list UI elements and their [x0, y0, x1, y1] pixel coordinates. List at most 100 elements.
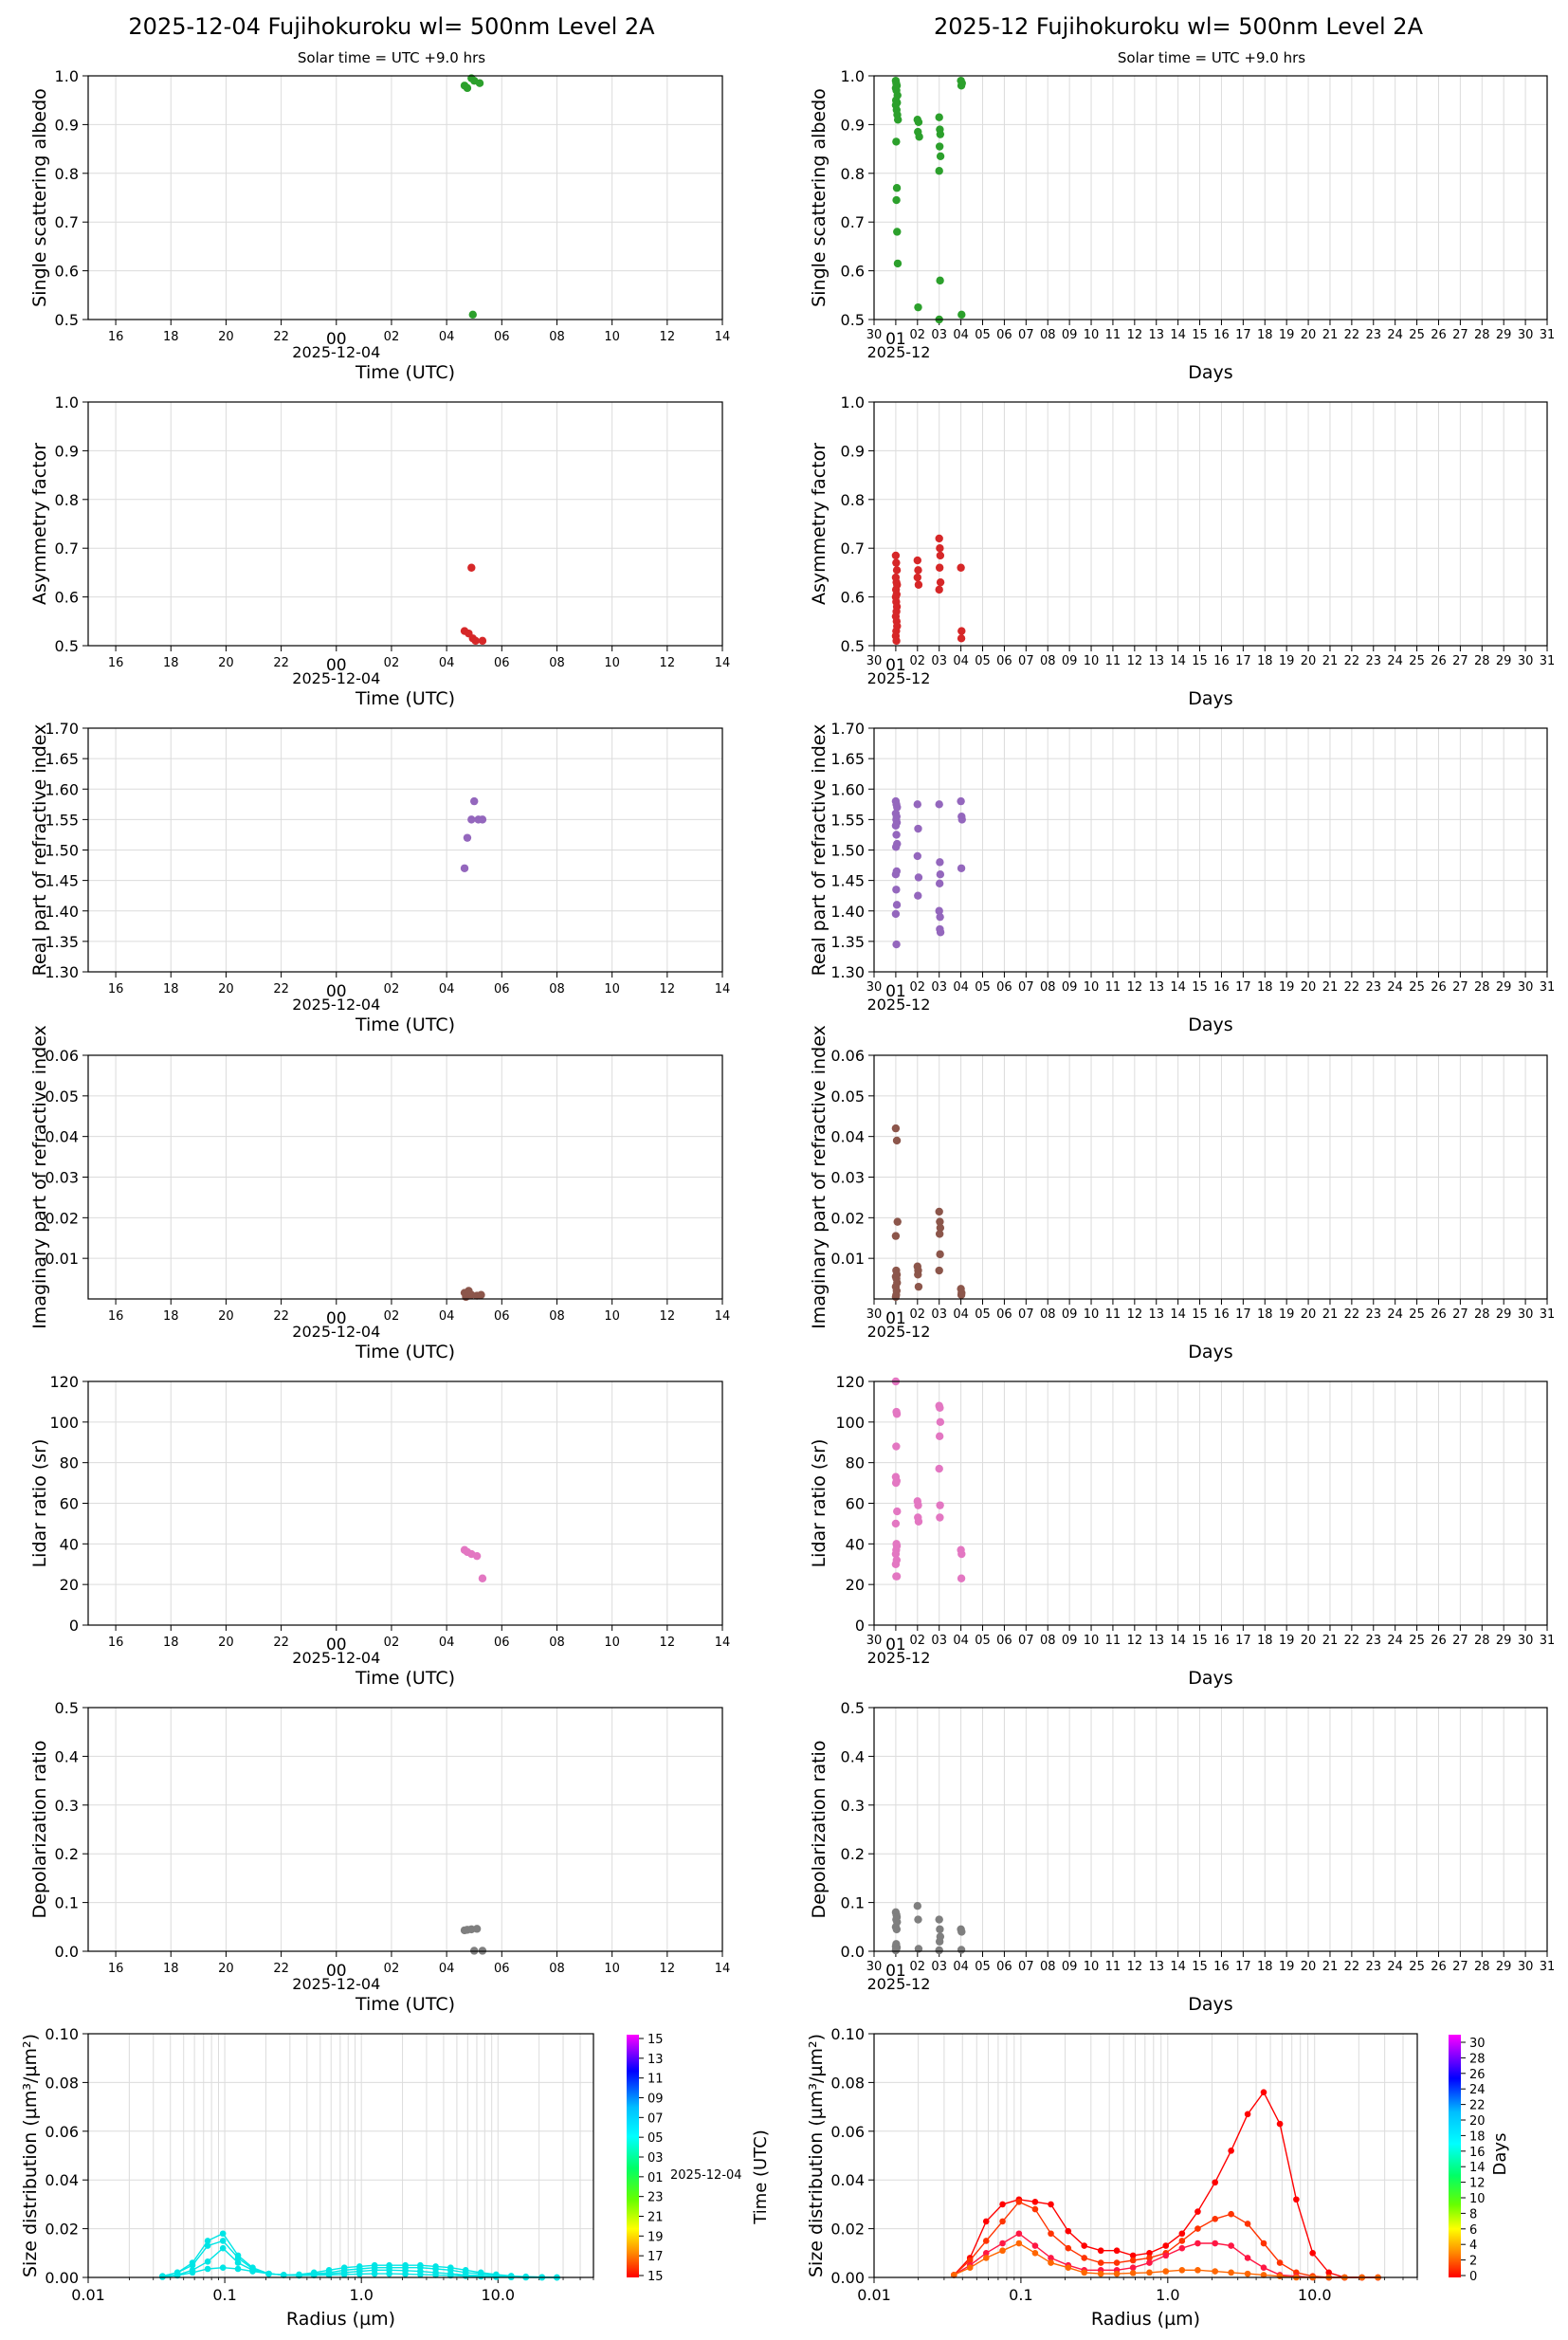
left-depol-ylabel: Depolarization ratio	[29, 1741, 50, 1919]
right-depol-point	[891, 1946, 901, 1955]
right-iri-xtick-label: 19	[1279, 1307, 1295, 1322]
right-size-series-point	[1146, 2250, 1153, 2257]
right-asy-point	[914, 566, 922, 575]
left-iri-xtick-label: 02	[384, 1309, 400, 1324]
right-iri-ytick-label: 0.04	[830, 1128, 865, 1146]
right-asy-point	[936, 551, 945, 560]
right-rri-point	[936, 912, 944, 922]
right-size-frame	[873, 2033, 1418, 2278]
right-depol-point	[957, 1928, 966, 1936]
left-asy-xtick-label: 22	[273, 656, 289, 670]
left-lidar-xtick-label: 18	[163, 1636, 179, 1650]
right-lidar-point	[891, 1519, 901, 1528]
right-asy-frame	[873, 401, 1548, 647]
right-rri-point	[957, 864, 966, 872]
left-size-xtick-label: 0.1	[212, 2286, 236, 2304]
left-ssa-date-label: 2025-12-04	[292, 343, 380, 361]
left-rri-ytick-label: 1.70	[45, 720, 79, 738]
left-asy-ytick-label: 0.5	[55, 637, 79, 655]
right-iri-xtick-label: 07	[1018, 1307, 1034, 1322]
right-ssa-xtick-label: 17	[1235, 328, 1251, 342]
right-rri-xtick-label: 11	[1105, 980, 1121, 995]
right-colorbar-label: Days	[1490, 2133, 1510, 2176]
right-size-xtick-label: 0.01	[857, 2286, 891, 2304]
right-size-series-point	[1065, 2227, 1072, 2235]
right-rri-xtick-label: 29	[1496, 980, 1512, 995]
left-lidar-xtick-label: 22	[273, 1636, 289, 1650]
right-ssa-xtick-label: 25	[1409, 328, 1425, 342]
left-size-series-point	[219, 2230, 227, 2238]
right-lidar-ytick-label: 20	[846, 1576, 865, 1594]
right-asy-xtick-label: 05	[975, 654, 991, 668]
right-asy-point	[892, 636, 901, 646]
left-rri-ytick-label: 1.65	[45, 750, 79, 768]
left-size-group: 0.01 0.1 1.0 10.0 0.00 0.02 0.04 0.06 0.08 0.10 Ra…	[20, 2025, 594, 2330]
right-size-series-point	[1228, 2210, 1234, 2218]
right-asy-xtick-label: 30	[866, 654, 883, 668]
left-colorbar-tick-label: 07	[647, 2111, 664, 2126]
right-lidar-xtick-label: 20	[1301, 1634, 1317, 1648]
right-depol-xtick-label: 01	[885, 1962, 906, 1981]
right-lidar-ytick-label: 60	[846, 1495, 865, 1513]
right-iri-xtick-label: 08	[1040, 1307, 1056, 1322]
left-colorbar-tick-label: 05	[647, 2131, 664, 2146]
right-ssa-xtick-label: 18	[1257, 328, 1273, 342]
right-depol-xtick-label: 08	[1040, 1960, 1056, 1974]
left-iri-point	[462, 1292, 470, 1302]
right-depol-xtick-label: 28	[1474, 1960, 1490, 1974]
right-lidar-xtick-label: 01	[885, 1636, 906, 1654]
left-size-ytick-label: 0.04	[45, 2171, 79, 2189]
left-lidar-ytick-label: 60	[60, 1495, 79, 1513]
right-lidar-point	[936, 1501, 944, 1509]
right-size-series-point	[1260, 2239, 1267, 2247]
right-lidar-xtick-label: 22	[1344, 1634, 1360, 1648]
right-rri-xtick-label: 27	[1452, 980, 1468, 995]
right-rri-point	[891, 843, 901, 851]
right-asy-xtick-label: 23	[1366, 654, 1382, 668]
left-colorbar-tick-label: 03	[647, 2151, 664, 2166]
right-depol-ytick-label: 0.2	[841, 1845, 865, 1863]
right-depol-xtick-label: 22	[1344, 1960, 1360, 1974]
right-iri-point	[957, 1290, 966, 1299]
left-size-series-point	[234, 2255, 242, 2261]
right-iri-point	[935, 1230, 944, 1238]
left-size-series-point	[265, 2270, 272, 2277]
left-ssa-point	[463, 83, 472, 93]
right-ssa-xtick-label: 05	[975, 328, 991, 342]
right-lidar-xtick-label: 03	[931, 1634, 947, 1648]
right-size-series-point	[1048, 2255, 1054, 2261]
right-asy-point	[935, 563, 944, 572]
right-size-series-point	[1325, 2269, 1333, 2276]
right-lidar-xtick-label: 09	[1062, 1634, 1078, 1648]
right-depol-xtick-label: 29	[1496, 1960, 1512, 1974]
right-iri-point	[892, 1136, 902, 1145]
right-depol-xtick-label: 31	[1540, 1960, 1556, 1974]
right-lidar-xtick-label: 13	[1148, 1634, 1164, 1648]
left-iri-date-label: 2025-12-04	[292, 1323, 380, 1341]
left-ssa-xtick-label: 08	[549, 330, 565, 344]
left-ssa-xtick-label: 04	[439, 330, 455, 344]
right-size-series-point	[1031, 2205, 1039, 2213]
right-rri-xtick-label: 23	[1366, 980, 1382, 995]
right-size-series-point	[1178, 2238, 1186, 2244]
right-ssa-xtick-label: 13	[1148, 328, 1164, 342]
right-lidar-xtick-label: 15	[1192, 1634, 1208, 1648]
right-colorbar-tick-label: 6	[1469, 2223, 1477, 2238]
right-size-series-point	[1276, 2120, 1284, 2128]
right-iri-xtick-label: 14	[1170, 1307, 1186, 1322]
right-iri-ytick-label: 0.06	[830, 1047, 865, 1065]
right-rri-xtick-label: 28	[1474, 980, 1490, 995]
right-asy-xtick-label: 26	[1431, 654, 1447, 668]
right-depol-xtick-label: 04	[953, 1960, 969, 1974]
right-rri-point	[913, 800, 922, 809]
left-rri-xtick-label: 18	[163, 982, 179, 996]
right-depol-ytick-label: 0.0	[841, 1943, 865, 1961]
left-ssa-group: 0.5 0.6 0.7 0.8 0.9 1.0 16 18 20 22 00 02 04 06 08 10 12…	[29, 67, 730, 383]
left-ssa-ytick-label: 1.0	[55, 67, 79, 85]
right-ssa-xtick-label: 20	[1301, 328, 1317, 342]
right-size-series-point	[966, 2264, 974, 2272]
left-size-series-point	[189, 2261, 196, 2269]
left-lidar-ytick-label: 80	[60, 1454, 79, 1472]
right-lidar-point	[892, 1572, 902, 1581]
right-lidar-point	[892, 1410, 902, 1418]
